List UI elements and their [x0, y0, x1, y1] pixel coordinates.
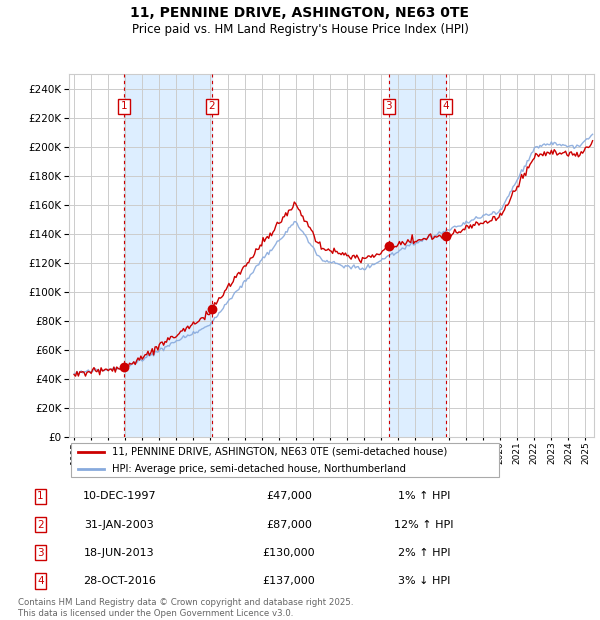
Text: £130,000: £130,000 [262, 548, 315, 558]
Text: 1% ↑ HPI: 1% ↑ HPI [398, 492, 450, 502]
Text: 10-DEC-1997: 10-DEC-1997 [83, 492, 157, 502]
Text: 31-JAN-2003: 31-JAN-2003 [85, 520, 154, 529]
Text: 2: 2 [37, 520, 44, 529]
Text: 3: 3 [37, 548, 44, 558]
Point [207, 304, 217, 314]
Text: 3: 3 [385, 101, 392, 112]
Text: 4: 4 [37, 576, 44, 586]
FancyBboxPatch shape [71, 443, 499, 477]
Text: HPI: Average price, semi-detached house, Northumberland: HPI: Average price, semi-detached house,… [112, 464, 406, 474]
Text: 18-JUN-2013: 18-JUN-2013 [84, 548, 155, 558]
Text: 28-OCT-2016: 28-OCT-2016 [83, 576, 156, 586]
Point [119, 362, 129, 372]
Text: £137,000: £137,000 [262, 576, 315, 586]
Text: Price paid vs. HM Land Registry's House Price Index (HPI): Price paid vs. HM Land Registry's House … [131, 23, 469, 36]
Text: 1: 1 [121, 101, 128, 112]
Bar [124, 74, 212, 437]
Text: 11, PENNINE DRIVE, ASHINGTON, NE63 0TE: 11, PENNINE DRIVE, ASHINGTON, NE63 0TE [131, 6, 470, 20]
Text: £87,000: £87,000 [266, 520, 311, 529]
Text: Contains HM Land Registry data © Crown copyright and database right 2025.
This d: Contains HM Land Registry data © Crown c… [18, 598, 353, 618]
Text: £47,000: £47,000 [266, 492, 311, 502]
Text: 2: 2 [209, 101, 215, 112]
Point [384, 241, 394, 251]
Bar [389, 74, 446, 437]
Point [441, 231, 451, 241]
Text: 4: 4 [443, 101, 449, 112]
Text: 12% ↑ HPI: 12% ↑ HPI [394, 520, 454, 529]
Text: 3% ↓ HPI: 3% ↓ HPI [398, 576, 450, 586]
Text: 11, PENNINE DRIVE, ASHINGTON, NE63 0TE (semi-detached house): 11, PENNINE DRIVE, ASHINGTON, NE63 0TE (… [112, 447, 448, 457]
Text: 1: 1 [37, 492, 44, 502]
Text: 2% ↑ HPI: 2% ↑ HPI [398, 548, 451, 558]
